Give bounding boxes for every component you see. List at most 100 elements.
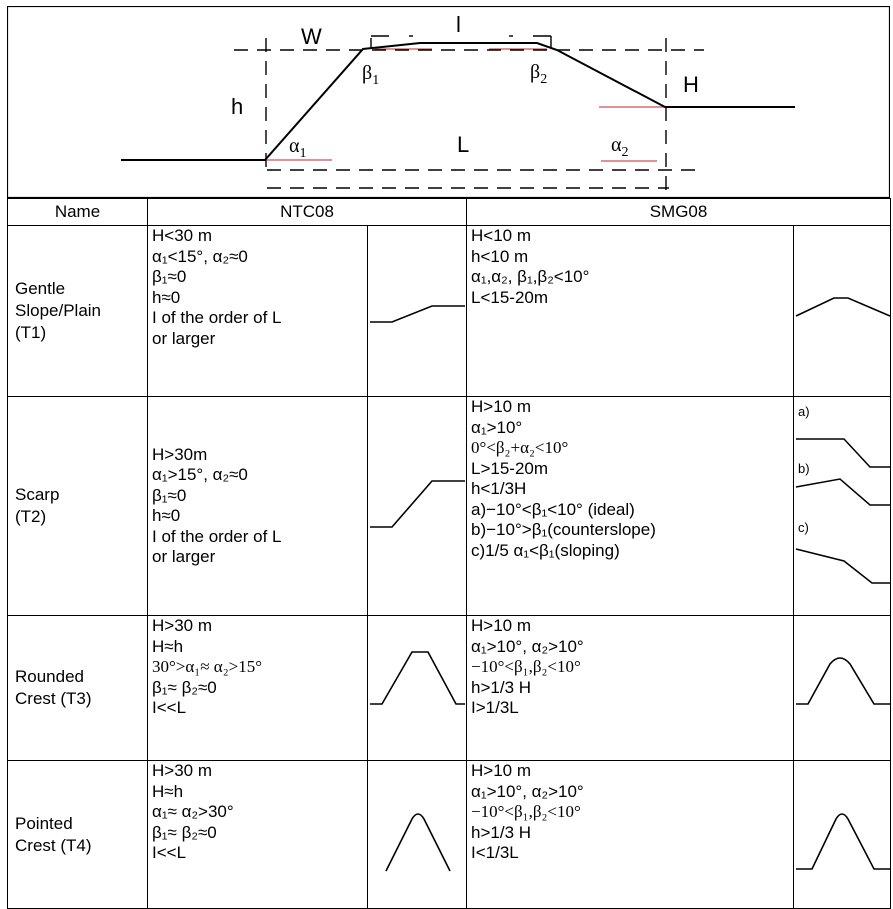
criterion: α₁,α₂, β₁,β₂<10° xyxy=(471,267,590,286)
name-line: (T2) xyxy=(15,507,47,526)
ntc-criteria: H>30 m H≈h α₁≈ α₂>30° β₁≈ β₂≈0 I<<L xyxy=(147,760,368,909)
table-row: Rounded Crest (T3) H>30 m H≈h 30°>α₁≈ α₂… xyxy=(7,615,892,761)
criterion: α₁<15°, α₂≈0 xyxy=(152,246,248,266)
label-alpha1: α1 xyxy=(289,135,306,161)
topography-schematic: W l h H L β1 β2 α1 α2 xyxy=(7,6,890,198)
criterion: H≈h xyxy=(152,636,184,656)
criterion: I of the order of L xyxy=(152,526,282,546)
row-name: Rounded Crest (T3) xyxy=(7,615,148,761)
header-name: Name xyxy=(7,198,148,226)
criterion: c)1/5 α₁<β₁(sloping) xyxy=(471,540,620,560)
profile-sketch xyxy=(795,297,891,317)
smg-criteria: H<10 m h<10 m α₁,α₂, β₁,β₂<10° L<15-20m xyxy=(466,225,795,397)
criterion: or larger xyxy=(152,547,216,566)
table-row: Scarp (T2) H>30m α₁>15°, α₂≈0 β₁≈0 h≈0 I… xyxy=(7,396,892,616)
criterion: H>10 m xyxy=(471,397,532,416)
criterion: or larger xyxy=(152,328,216,348)
criterion: α₁>10° xyxy=(471,417,523,437)
ntc-criteria: H>30 m H≈h 30°>α₁≈ α₂>15° β₁≈ β₂≈0 I<<L xyxy=(147,615,368,761)
criterion: β₁≈0 xyxy=(152,267,187,286)
criterion: H>10 m xyxy=(471,616,532,635)
profile-sketch xyxy=(796,813,891,870)
table-row: Gentle Slope/Plain (T1) H<30 m α₁<15°, α… xyxy=(7,225,892,397)
criterion: −10°<β₁,β₂<10° xyxy=(471,802,581,821)
criterion: α₁>10°, α₂>10° xyxy=(471,636,584,656)
smg-sketch xyxy=(793,760,892,909)
name-line: Gentle xyxy=(15,279,66,298)
profile-sketch-a xyxy=(796,438,891,468)
profile-sketch xyxy=(370,651,465,705)
header-ntc08: NTC08 xyxy=(146,198,468,226)
smg-criteria: H>10 m α₁>10°, α₂>10° −10°<β₁,β₂<10° h>1… xyxy=(466,615,795,761)
figure-table: W l h H L β1 β2 α1 α2 Name NTC08 SMG08 G… xyxy=(7,6,892,909)
criterion: h>1/3 H xyxy=(471,822,532,842)
criterion: L>15-20m xyxy=(471,458,549,478)
ntc-sketch xyxy=(366,760,468,909)
criterion: H<30 m xyxy=(152,226,212,245)
criterion: 0°<β₂+α₂<10° xyxy=(471,438,569,457)
label-L: L xyxy=(457,132,469,157)
profile-sketch-b xyxy=(795,478,891,506)
criterion: α₁≈ α₂>30° xyxy=(152,802,234,821)
criterion: β₁≈ β₂≈0 xyxy=(152,822,217,842)
name-line: Rounded xyxy=(15,667,85,686)
name-line: Scarp xyxy=(15,485,60,504)
name-line: Crest (T4) xyxy=(15,835,92,855)
criterion: I of the order of L xyxy=(152,308,282,327)
label-h: h xyxy=(231,94,243,119)
name-line: Pointed xyxy=(15,813,73,833)
label-H: H xyxy=(683,72,699,97)
label-beta2: β2 xyxy=(530,61,547,87)
criterion: β₁≈0 xyxy=(152,485,187,505)
smg-criteria: H>10 m α₁>10° 0°<β₂+α₂<10° L>15-20m h<1/… xyxy=(466,396,795,616)
criterion: h>1/3 H xyxy=(471,677,532,697)
profile-sketch xyxy=(370,305,465,323)
name-line: Crest (T3) xyxy=(15,689,92,708)
ntc-criteria: H>30m α₁>15°, α₂≈0 β₁≈0 h≈0 I of the ord… xyxy=(147,396,368,616)
name-line: (T1) xyxy=(15,323,47,342)
smg-criteria: H>10 m α₁>10°, α₂>10° −10°<β₁,β₂<10° h>1… xyxy=(466,760,795,909)
criterion: 30°>α₁≈ α₂>15° xyxy=(152,657,263,676)
profile-sketch-c xyxy=(795,548,891,584)
row-name: Scarp (T2) xyxy=(7,396,148,616)
criterion: α₁>10°, α₂>10° xyxy=(471,781,584,801)
label-W: W xyxy=(301,24,322,49)
classification-table: Name NTC08 SMG08 Gentle Slope/Plain (T1)… xyxy=(7,198,892,909)
criterion: I<<L xyxy=(152,698,187,717)
ntc-criteria: H<30 m α₁<15°, α₂≈0 β₁≈0 h≈0 I of the or… xyxy=(147,225,368,397)
criterion: I<<L xyxy=(152,843,187,862)
schematic-frame xyxy=(7,6,890,198)
table-row: Pointed Crest (T4) H>30 m H≈h α₁≈ α₂>30°… xyxy=(7,760,892,909)
profile-sketch xyxy=(385,813,451,872)
criterion: b)−10°>β₁(counterslope) xyxy=(471,520,656,539)
criterion: h≈0 xyxy=(152,506,181,525)
name-line: Slope/Plain xyxy=(15,301,102,320)
header-smg08: SMG08 xyxy=(466,198,892,226)
variant-a-label: a) xyxy=(798,404,810,419)
smg-sketch xyxy=(793,615,892,761)
ntc-sketch xyxy=(366,396,468,616)
criterion: H>30 m xyxy=(152,761,212,780)
ntc-sketch xyxy=(366,615,468,761)
label-alpha2: α2 xyxy=(611,134,628,160)
criterion: I<1/3L xyxy=(471,843,519,862)
criterion: h<10 m xyxy=(471,246,529,266)
criterion: H>10 m xyxy=(471,761,532,780)
smg-sketch xyxy=(793,225,892,397)
criterion: α₁>15°, α₂≈0 xyxy=(152,465,248,484)
profile-sketch xyxy=(796,657,891,705)
criterion: a)−10°<β₁<10° (ideal) xyxy=(471,499,635,519)
table-header-row: Name NTC08 SMG08 xyxy=(7,198,892,226)
variant-c-label: c) xyxy=(798,520,809,535)
criterion: −10°<β₁,β₂<10° xyxy=(471,657,581,676)
smg-sketch: a) b) c) xyxy=(793,396,892,616)
criterion: h<1/3H xyxy=(471,479,527,498)
terrain-profile xyxy=(121,42,795,161)
criterion: h≈0 xyxy=(152,287,181,307)
dashed-guides xyxy=(234,36,704,196)
profile-sketch xyxy=(370,480,465,528)
row-name: Pointed Crest (T4) xyxy=(7,760,148,909)
variant-b-label: b) xyxy=(798,461,810,476)
ntc-sketch xyxy=(366,225,468,397)
row-name: Gentle Slope/Plain (T1) xyxy=(7,225,148,397)
